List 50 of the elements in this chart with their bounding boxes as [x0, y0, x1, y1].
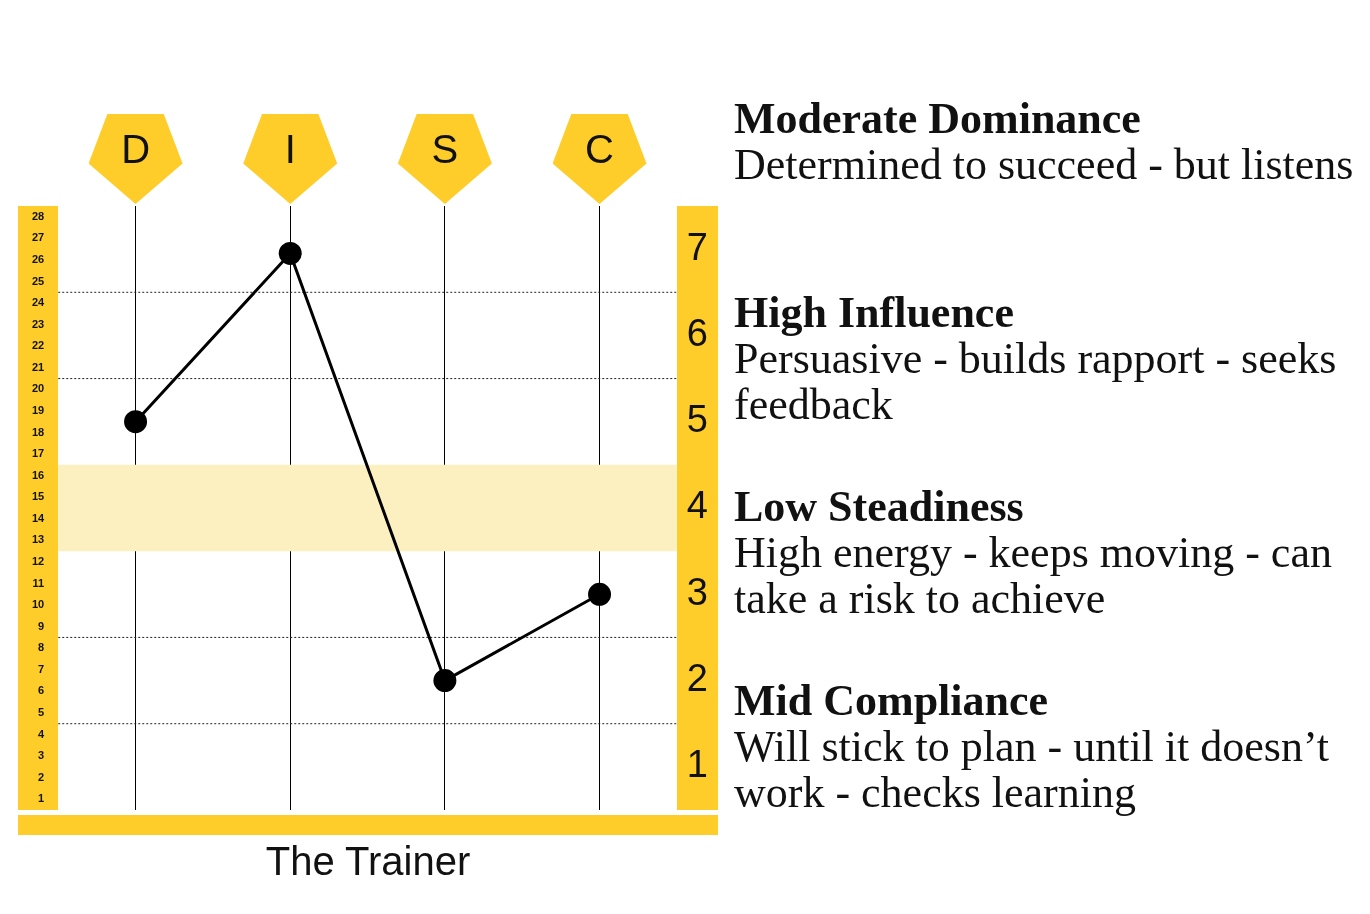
y-tick-label: 22: [31, 339, 45, 352]
y-tick-label: 19: [31, 403, 45, 416]
y2-tick-label: 7: [686, 225, 709, 268]
y-tick-label: 5: [38, 705, 45, 718]
x-tick-label: C: [585, 127, 614, 172]
y-tick-label: 4: [38, 727, 46, 740]
y-tick-label: 6: [38, 684, 45, 697]
y-tick-label: 24: [31, 296, 46, 309]
y2-tick-label: 5: [686, 398, 709, 441]
text: Moderate Dominance: [734, 94, 1142, 143]
y-tick-label: 16: [31, 468, 45, 481]
y-tick-label: 10: [31, 598, 45, 611]
point: [124, 410, 148, 434]
y-tick-label: 28: [31, 209, 45, 222]
text: Low Steadiness: [734, 482, 1025, 531]
y2-tick-label: 3: [686, 570, 709, 613]
y-tick-label: 21: [31, 360, 45, 373]
y-tick-label: 27: [31, 231, 45, 244]
y2-tick-label: 1: [686, 743, 709, 786]
y-tick-label: 9: [38, 619, 45, 632]
text: The Trainer: [265, 839, 471, 884]
y-tick-label: 17: [31, 447, 45, 460]
y-tick-label: 8: [38, 641, 45, 654]
y-tick-label: 1: [38, 792, 45, 805]
text: High energy - keeps moving - can take a risk to achieve: [734, 528, 1333, 623]
y-tick-label: 13: [31, 533, 45, 546]
y-tick-label: 23: [31, 317, 45, 330]
y-tick-label: 14: [31, 511, 46, 524]
text: High Influence: [734, 288, 1015, 337]
y2-tick-label: 2: [686, 657, 709, 700]
point: [278, 241, 302, 265]
x-tick-label: D: [121, 127, 151, 172]
x-tick-label: I: [284, 127, 296, 172]
y-tick-label: 18: [31, 425, 45, 438]
y-tick-label: 3: [38, 749, 45, 762]
y2-tick-label: 6: [686, 311, 709, 354]
text: Determined to succeed - but listens: [734, 140, 1355, 189]
y-tick-label: 25: [31, 274, 45, 287]
point: [588, 582, 612, 606]
x-tick-label: S: [431, 127, 459, 172]
y-tick-label: 26: [31, 252, 45, 265]
y-tick-label: 20: [31, 382, 45, 395]
y-tick-label: 11: [32, 576, 45, 589]
y-tick-label: 15: [31, 490, 45, 503]
y-tick-label: 2: [38, 770, 45, 783]
y-tick-label: 12: [31, 554, 45, 567]
y2-tick-label: 4: [686, 484, 709, 527]
text: Mid Compliance: [734, 676, 1050, 725]
y-tick-label: 7: [38, 662, 45, 675]
point: [433, 669, 457, 693]
